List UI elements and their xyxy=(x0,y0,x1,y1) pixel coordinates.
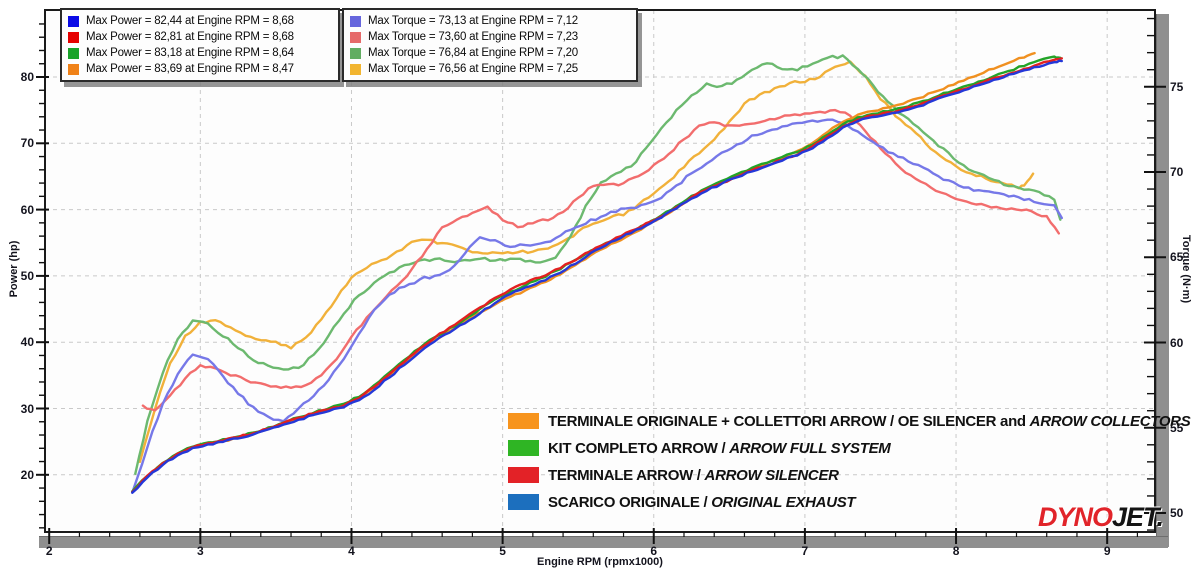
exhaust-legend-label-italic: ARROW SILENCER xyxy=(704,466,839,484)
curve-torque-salmon xyxy=(141,108,1061,412)
legend-label: Max Torque = 73,60 at Engine RPM = 7,23 xyxy=(368,31,578,43)
torque-tick-label: 55 xyxy=(1170,420,1184,435)
torque-legend-swatch xyxy=(350,31,361,43)
legend-row: Max Power = 82,44 at Engine RPM = 8,68 xyxy=(68,13,332,29)
dynojet-logo-dyno: DYNO xyxy=(1038,502,1113,532)
exhaust-legend-label: SCARICO ORIGINALE / ORIGINAL EXHAUST xyxy=(548,493,856,511)
exhaust-legend-label-italic: ARROW FULL SYSTEM xyxy=(729,439,891,457)
exhaust-legend-swatch xyxy=(508,440,539,456)
power-tick-label: 70 xyxy=(20,136,34,151)
legend-label: Max Power = 83,18 at Engine RPM = 8,64 xyxy=(86,47,294,59)
power-tick-label: 40 xyxy=(20,335,34,350)
power-tick-label: 60 xyxy=(20,202,34,217)
power-tick-label: 50 xyxy=(20,268,34,283)
rpm-axis-title: Engine RPM (rpmx1000) xyxy=(537,556,663,568)
legend-row: Max Power = 82,81 at Engine RPM = 8,68 xyxy=(68,29,332,45)
legend-label: Max Power = 82,44 at Engine RPM = 8,68 xyxy=(86,15,294,27)
power-legend-swatch xyxy=(68,47,79,59)
axis-shadow-band-bottom xyxy=(39,536,1168,548)
legend-row: Max Torque = 73,13 at Engine RPM = 7,12 xyxy=(350,13,630,29)
exhaust-legend-label: TERMINALE ARROW / ARROW SILENCER xyxy=(548,466,839,484)
rpm-tick-label: 9 xyxy=(1103,544,1111,558)
curve-torque-gold xyxy=(138,60,1035,464)
axis-shadow-band-right xyxy=(1156,14,1169,547)
torque-tick-label: 50 xyxy=(1170,506,1184,520)
torque-tick-label: 60 xyxy=(1170,335,1184,350)
exhaust-legend-label: KIT COMPLETO ARROW / ARROW FULL SYSTEM xyxy=(548,439,891,457)
legend-label: Max Torque = 73,13 at Engine RPM = 7,12 xyxy=(368,15,578,27)
exhaust-configuration-legend: TERMINALE ORIGINALE + COLLETTORI ARROW /… xyxy=(508,412,1191,511)
legend-max-power: Max Power = 82,44 at Engine RPM = 8,68 Ma… xyxy=(60,8,340,82)
rpm-tick-label: 7 xyxy=(801,544,809,558)
legend-label: Max Power = 82,81 at Engine RPM = 8,68 xyxy=(86,31,294,43)
exhaust-legend-label-italic: ORIGINAL EXHAUST xyxy=(711,493,856,511)
power-tick-label: 20 xyxy=(20,467,34,482)
legend-row: Max Torque = 76,84 at Engine RPM = 7,20 xyxy=(350,45,630,61)
legend-row: Max Torque = 76,56 at Engine RPM = 7,25 xyxy=(350,61,630,77)
exhaust-legend-row: TERMINALE ORIGINALE + COLLETTORI ARROW /… xyxy=(508,412,1191,430)
dynojet-logo: DYNOJET. xyxy=(1038,502,1164,533)
exhaust-legend-swatch xyxy=(508,467,539,483)
legend-label: Max Power = 83,69 at Engine RPM = 8,47 xyxy=(86,63,294,75)
torque-legend-swatch xyxy=(350,63,361,75)
dynojet-logo-jet: JET. xyxy=(1112,502,1164,532)
power-legend-swatch xyxy=(68,63,79,75)
power-tick-label: 30 xyxy=(20,401,34,416)
legend-row: Max Power = 83,69 at Engine RPM = 8,47 xyxy=(68,61,332,77)
legend-max-torque: Max Torque = 73,13 at Engine RPM = 7,12 M… xyxy=(342,8,638,82)
torque-tick-label: 75 xyxy=(1170,79,1184,94)
torque-legend-swatch xyxy=(350,47,361,59)
legend-row: Max Power = 83,18 at Engine RPM = 8,64 xyxy=(68,45,332,61)
exhaust-legend-row: KIT COMPLETO ARROW / ARROW FULL SYSTEM xyxy=(508,439,1190,457)
rpm-tick-label: 6 xyxy=(650,544,658,558)
rpm-tick-label: 8 xyxy=(952,544,960,558)
torque-legend-swatch xyxy=(350,15,361,27)
exhaust-legend-swatch xyxy=(508,413,539,429)
legend-label: Max Torque = 76,84 at Engine RPM = 7,20 xyxy=(368,47,578,59)
exhaust-legend-swatch xyxy=(508,494,539,510)
legend-row: Max Torque = 73,60 at Engine RPM = 7,23 xyxy=(350,29,630,45)
power-legend-swatch xyxy=(68,15,79,27)
power-tick-label: 80 xyxy=(20,70,34,84)
rpm-tick-label: 4 xyxy=(348,544,355,558)
legend-label: Max Torque = 76,56 at Engine RPM = 7,25 xyxy=(368,63,578,75)
rpm-tick-label: 5 xyxy=(499,544,506,558)
exhaust-legend-label: TERMINALE ORIGINALE + COLLETTORI ARROW /… xyxy=(548,412,1191,430)
torque-tick-label: 65 xyxy=(1170,250,1184,265)
rpm-tick-label: 3 xyxy=(196,544,204,558)
power-legend-swatch xyxy=(68,31,79,43)
torque-tick-label: 70 xyxy=(1170,165,1184,179)
exhaust-legend-label-italic: ARROW COLLECTORS xyxy=(1029,412,1191,430)
exhaust-legend-row: TERMINALE ARROW / ARROW SILENCER xyxy=(508,466,1190,484)
rpm-tick-label: 2 xyxy=(45,544,53,558)
